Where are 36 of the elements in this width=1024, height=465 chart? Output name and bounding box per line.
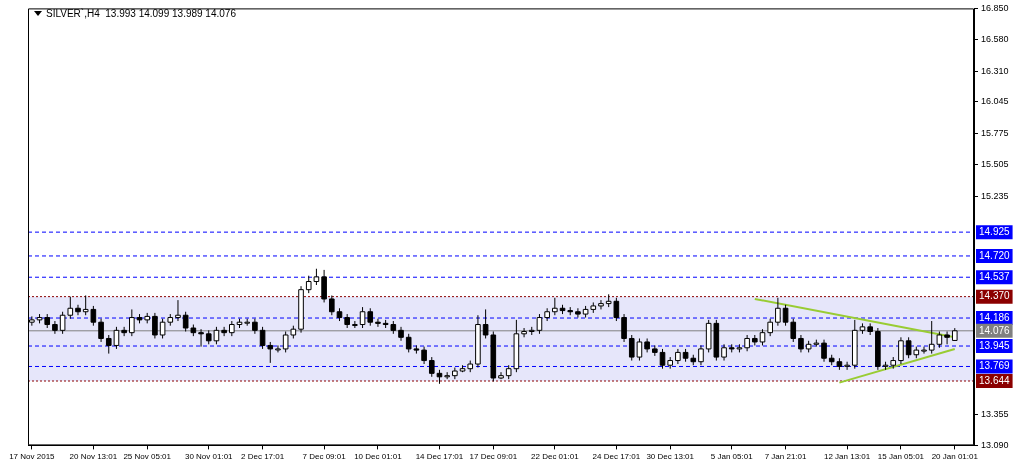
x-tick-label: 20 Nov 13:01: [69, 452, 118, 462]
y-tick-label: 13.355: [981, 409, 1009, 420]
x-tick-label: 5 Jan 05:01: [710, 452, 754, 462]
ref-line-label: 13.769: [979, 360, 1011, 372]
ref-line-label: 14.537: [979, 270, 1011, 282]
x-tick-label: 14 Dec 17:01: [415, 452, 464, 462]
y-tick-label: 15.505: [981, 159, 1009, 170]
ref-line-label: 13.644: [979, 374, 1011, 386]
x-tick-label: 15 Jan 05:01: [877, 452, 925, 462]
x-tick-label: 10 Dec 01:01: [354, 452, 403, 462]
x-tick-label: 30 Nov 01:01: [184, 452, 234, 462]
x-tick-label: 2 Dec 17:01: [241, 452, 285, 462]
y-tick-label: 15.235: [981, 190, 1009, 201]
x-tick-label: 30 Dec 13:01: [646, 452, 695, 462]
y-tick-label: 13.090: [981, 439, 1009, 450]
x-tick-label: 24 Dec 17:01: [592, 452, 641, 462]
x-tick-label: 22 Dec 01:01: [531, 452, 580, 462]
y-tick-label: 16.850: [981, 2, 1009, 13]
ref-line-label: 14.925: [979, 225, 1011, 237]
ref-line-label: 14.370: [979, 290, 1011, 302]
ref-line-label: 14.186: [979, 311, 1011, 323]
ref-line-label: 14.076: [979, 324, 1011, 336]
y-tick-label: 16.580: [981, 34, 1009, 45]
x-tick-label: 20 Jan 01:01: [931, 452, 979, 462]
y-tick-label: 16.045: [981, 96, 1009, 107]
x-tick-label: 12 Jan 13:01: [823, 452, 871, 462]
x-tick-label: 17 Dec 09:01: [469, 452, 518, 462]
x-tick-label: 25 Nov 05:01: [123, 452, 172, 462]
ref-line-label: 14.720: [979, 249, 1011, 261]
chart-title: SILVER`,H4 13.993 14.099 13.989 14.076: [46, 8, 236, 19]
y-tick-label: 16.310: [981, 65, 1009, 76]
y-tick-label: 15.775: [981, 127, 1009, 138]
x-tick-label: 7 Jan 21:01: [764, 452, 808, 462]
ref-line-label: 13.945: [979, 339, 1011, 351]
x-tick-label: 7 Dec 09:01: [302, 452, 347, 462]
x-tick-label: 17 Nov 2015: [9, 452, 56, 462]
